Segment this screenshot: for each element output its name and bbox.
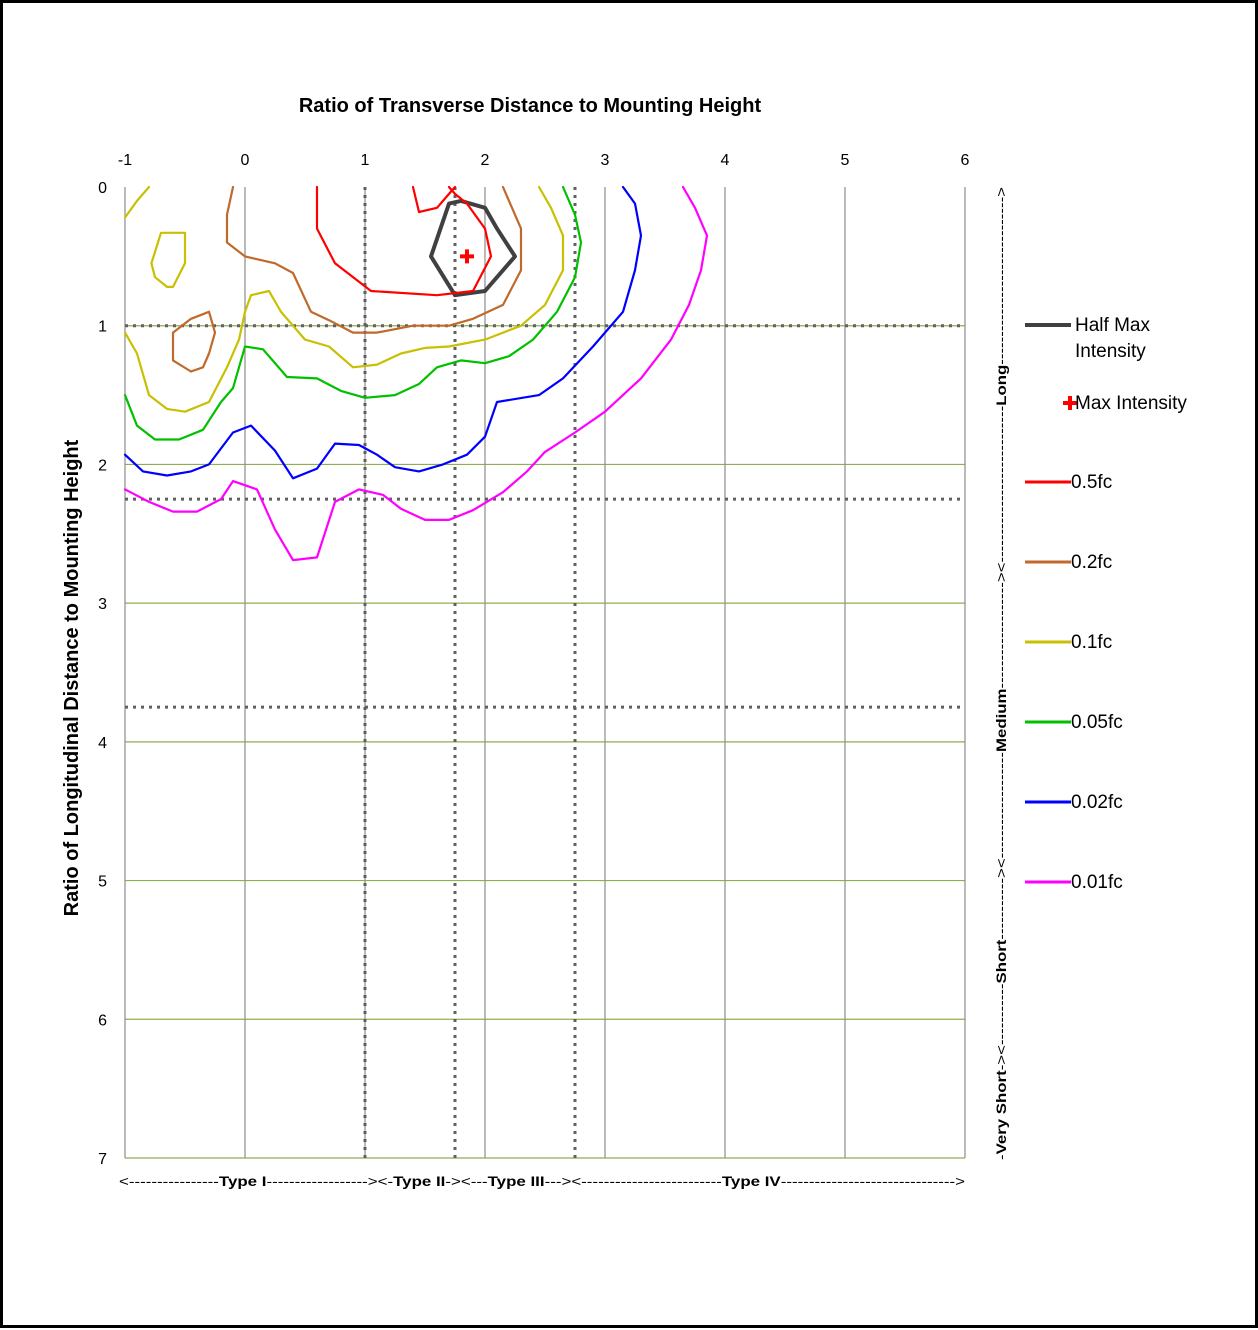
- x-tick-label: 5: [841, 152, 850, 169]
- x-tick-label: 0: [241, 152, 250, 169]
- contour-line: [123, 185, 643, 480]
- contour-line: [315, 185, 493, 297]
- type-class-label: <---------------- Type I -----------------…: [119, 1173, 965, 1189]
- grid-layer: [124, 187, 966, 1159]
- legend-label: 0.05fc: [1071, 712, 1123, 733]
- y-tick-label: 3: [98, 596, 107, 613]
- y-tick-label: 6: [98, 1012, 107, 1029]
- legend-swatch: [1063, 396, 1077, 410]
- contour-line: [123, 185, 565, 413]
- y-tick-label: 0: [98, 180, 107, 197]
- legend-label: Half Max Intensity: [1075, 315, 1150, 362]
- y-axis-label: Ratio of Longitudinal Distance to Mounti…: [61, 439, 83, 916]
- y-tick-label: 5: [98, 874, 107, 891]
- contour-chart: 0 1 2 3 4 5 6 7 -1 0 1 2 3 4 5 6 Ratio of Transverse Di…: [61, 95, 1187, 1189]
- reference-lines: [125, 187, 965, 1158]
- series-layer: [123, 185, 709, 562]
- legend-label: 0.01fc: [1071, 872, 1123, 893]
- y-tick-label: 1: [98, 319, 107, 336]
- legend-label: 0.5fc: [1071, 472, 1112, 493]
- tick-labels: 0 1 2 3 4 5 6 7 -1 0 1 2 3 4 5 6: [98, 152, 969, 1168]
- y-tick-label: 4: [98, 735, 107, 752]
- x-tick-label: 6: [961, 152, 970, 169]
- y-tick-label: 7: [98, 1151, 107, 1168]
- distance-classification: -Very Short-><-----------Short----------…: [993, 187, 1009, 1160]
- type-classification: <---------------- Type I -----------------…: [119, 1173, 965, 1189]
- contour-line: [429, 198, 517, 298]
- legend-label: 0.02fc: [1071, 792, 1123, 813]
- max-intensity-marker: [460, 249, 474, 264]
- legend: Half Max Intensity Max Intensity 0.5fc 0.2fc…: [1025, 315, 1187, 893]
- contour-line: [225, 185, 523, 334]
- distance-class-label: -Very Short-><-----------Short----------…: [993, 187, 1009, 1160]
- x-tick-label: 3: [601, 152, 610, 169]
- contour-line: [123, 185, 583, 441]
- y-tick-label: 2: [98, 457, 107, 474]
- x-tick-label: 2: [481, 152, 490, 169]
- contour-line: [123, 185, 709, 562]
- contour-line: [411, 185, 457, 214]
- x-tick-label: -1: [118, 152, 132, 169]
- contour-line: [123, 185, 151, 219]
- x-tick-label: 4: [721, 152, 730, 169]
- x-tick-label: 1: [361, 152, 370, 169]
- legend-label: Max Intensity: [1075, 393, 1187, 414]
- legend-label: 0.1fc: [1071, 632, 1112, 653]
- contour-line: [150, 231, 187, 288]
- legend-label: 0.2fc: [1071, 552, 1112, 573]
- chart-title: Ratio of Transverse Distance to Mounting…: [299, 95, 762, 117]
- contour-line: [171, 310, 217, 373]
